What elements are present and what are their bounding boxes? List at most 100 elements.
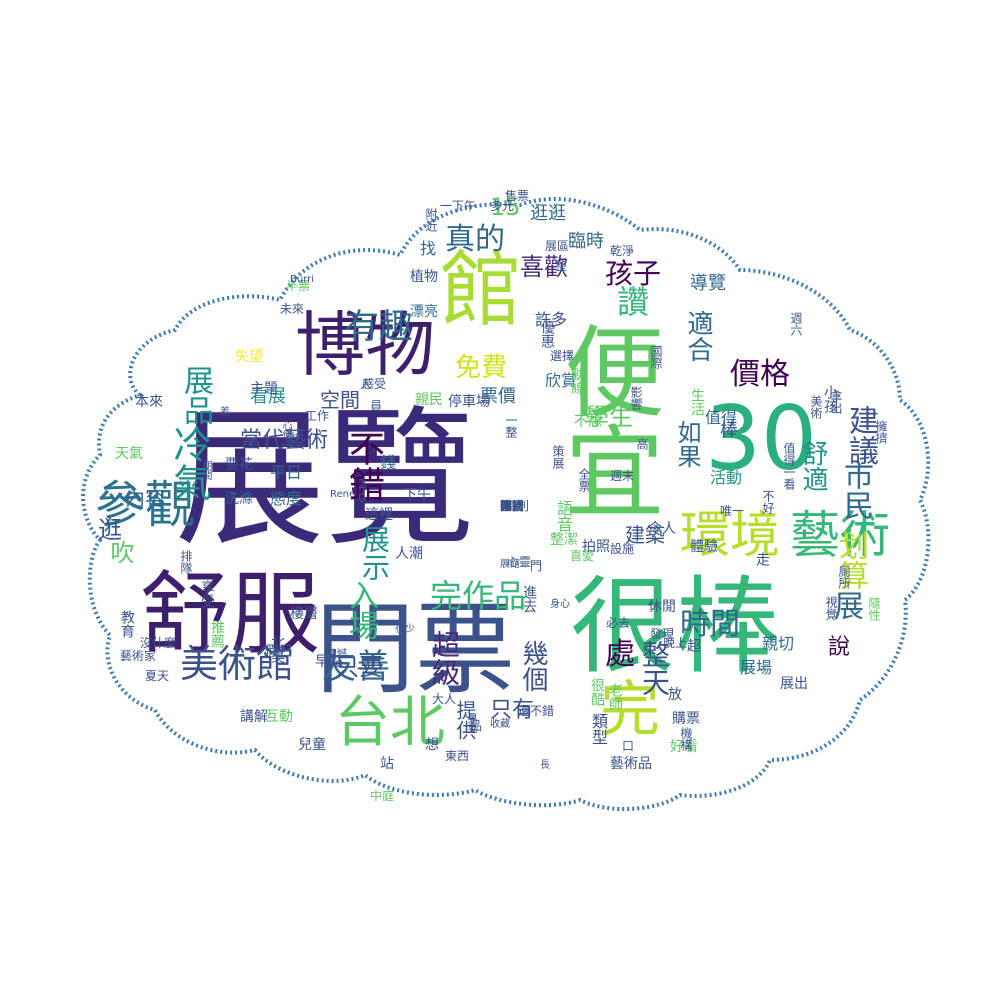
cloud-word: 高 xyxy=(635,438,649,450)
cloud-word: 便利 xyxy=(500,499,525,513)
cloud-word: 樓層 xyxy=(290,606,318,622)
cloud-word: 想 xyxy=(425,737,439,753)
cloud-word: 入場 xyxy=(343,580,378,640)
cloud-word: 好看 xyxy=(670,739,698,755)
cloud-shape xyxy=(81,197,931,811)
cloud-word: 不好 xyxy=(761,490,775,514)
cloud-word: 唯一 xyxy=(720,504,745,518)
cloud-word: 期間 xyxy=(200,460,211,480)
cloud-word: 看展 xyxy=(250,386,286,407)
cloud-word: 價格 xyxy=(730,357,790,392)
cloud-word: 乾淨 xyxy=(610,244,635,258)
cloud-word: 處 xyxy=(605,637,635,672)
cloud-word: 建議 xyxy=(843,405,878,465)
cloud-word: 新 xyxy=(500,499,513,513)
cloud-word: 員 xyxy=(370,399,383,413)
cloud-word: 工作 xyxy=(305,409,330,423)
cloud-word: 提供 xyxy=(453,700,477,740)
cloud-word: 設施 xyxy=(610,542,635,556)
cloud-word: 建築 xyxy=(625,523,665,547)
cloud-word: 還不錯 xyxy=(518,704,555,718)
cloud-word: 中庭 xyxy=(370,789,395,803)
cloud-word: 必去 xyxy=(606,616,631,630)
cloud-word: 心情 xyxy=(280,420,291,440)
cloud-word: 藝術家 xyxy=(120,649,157,663)
cloud-word: 生活 xyxy=(689,388,705,416)
cloud-word: 如果 xyxy=(673,420,701,468)
cloud-word: 機構 xyxy=(679,727,693,751)
cloud-word: 口 xyxy=(622,739,635,753)
cloud-word: 展出 xyxy=(780,676,808,692)
cloud-word: 許多 xyxy=(535,310,568,329)
cloud-word: 品 xyxy=(470,719,483,733)
cloud-word: 差 xyxy=(220,407,230,418)
cloud-word: 舒適 xyxy=(798,440,828,492)
cloud-word: 展示 xyxy=(358,525,391,581)
cloud-word: 售票 xyxy=(505,189,530,203)
cloud-word: 教育 xyxy=(119,610,135,638)
cloud-word: 北美 xyxy=(269,635,285,663)
cloud-word: 主題 xyxy=(250,381,278,397)
cloud-word: 優惠 xyxy=(539,320,555,348)
cloud-word: 東西 xyxy=(445,749,470,763)
cloud-word: 導覽 xyxy=(690,273,726,294)
cloud-word: 完作品 xyxy=(430,577,527,615)
cloud-word: 門票 xyxy=(315,591,515,708)
cloud-word: 布展 xyxy=(500,499,525,513)
cloud-word: 未來 xyxy=(280,302,305,316)
cloud-word: 冷氣 xyxy=(167,425,211,501)
cloud-word: 環境 xyxy=(680,506,780,564)
cloud-word: 參觀 xyxy=(95,476,195,534)
cloud-word: 美術 xyxy=(809,395,823,419)
cloud-word: 吹 xyxy=(106,540,134,564)
cloud-word: 超級 xyxy=(428,630,461,686)
cloud-word: 適 xyxy=(500,499,513,513)
cloud-word: 市民 xyxy=(838,460,873,520)
cloud-word: 動線 xyxy=(569,367,585,395)
cloud-word: 內容 xyxy=(125,486,165,510)
cloud-word: 展品 xyxy=(178,365,213,425)
cloud-word: 平日 xyxy=(270,463,303,482)
cloud-word: 語音 xyxy=(554,500,573,532)
cloud-word: 一下午 xyxy=(440,199,477,213)
cloud-word: 特別 xyxy=(505,499,530,513)
cloud-word: 選擇 xyxy=(550,349,575,363)
cloud-word: 喜歡 xyxy=(520,253,568,281)
cloud-word: 展覽 xyxy=(175,393,476,567)
cloud-word: 長 xyxy=(540,760,550,771)
cloud-word: 博物 xyxy=(295,304,435,386)
cloud-word: 棒 xyxy=(717,420,738,438)
cloud-word: 附近 xyxy=(424,208,438,232)
cloud-word: 舒服 xyxy=(140,562,320,667)
cloud-word: 這裡 xyxy=(365,507,393,523)
cloud-word: 只要 xyxy=(335,653,383,681)
cloud-word: 展 xyxy=(828,590,863,620)
cloud-word: 不錯 xyxy=(343,430,384,502)
cloud-word: 身心 xyxy=(550,599,570,610)
cloud-word: 令人 xyxy=(648,521,676,537)
cloud-word: 大人 xyxy=(432,692,457,706)
cloud-word: 15 xyxy=(490,193,521,221)
cloud-word: 視覺 xyxy=(824,596,838,620)
cloud-word: 喜愛 xyxy=(570,549,595,563)
cloud-word: 晚上 xyxy=(663,636,688,650)
cloud-word: 停車場 xyxy=(448,394,490,410)
cloud-word: 適合 xyxy=(683,310,713,362)
cloud-word: 兒童 xyxy=(298,737,326,753)
cloud-word: 欣賞 xyxy=(545,371,578,390)
cloud-word: 藝術 xyxy=(790,506,890,564)
cloud-word: 國際 xyxy=(649,345,663,369)
cloud-word: 可惜 xyxy=(500,499,525,513)
cloud-word: 講解 xyxy=(240,709,268,725)
cloud-word: 館 xyxy=(440,243,523,338)
cloud-word: 划算 xyxy=(833,530,868,590)
cloud-word: Rene xyxy=(330,489,356,500)
cloud-word: 早點 xyxy=(315,654,343,670)
cloud-word: 免費 xyxy=(455,353,508,383)
cloud-word: 真的 xyxy=(445,222,505,257)
cloud-word: 親民 xyxy=(415,392,443,408)
cloud-word: 夏天 xyxy=(145,669,170,683)
cloud-word: 購票 xyxy=(672,711,700,727)
